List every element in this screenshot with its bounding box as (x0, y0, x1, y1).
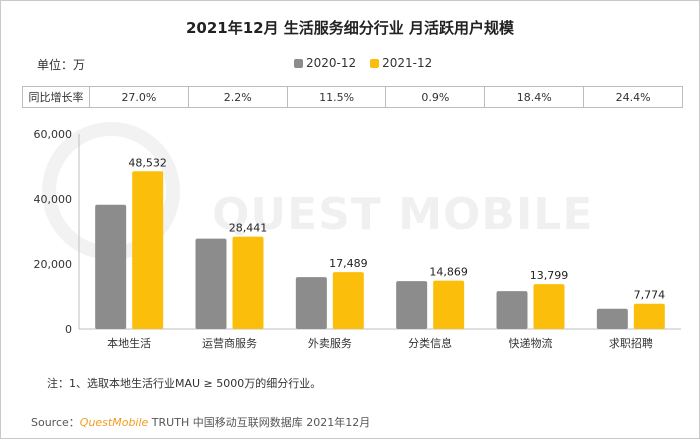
bar-2020 (396, 281, 428, 329)
legend-label-2021: 2021-12 (382, 56, 433, 70)
x-tick-label: 本地生活 (107, 336, 151, 350)
x-tick-label: 分类信息 (408, 336, 452, 350)
x-tick-label: 快递物流 (509, 336, 553, 350)
bar-2020 (496, 291, 528, 329)
data-label-2021: 14,869 (429, 266, 468, 279)
data-label-2021: 17,489 (329, 257, 368, 270)
data-label-2021: 28,441 (229, 222, 268, 235)
legend: 2020-12 2021-12 (294, 56, 440, 70)
chart-title: 2021年12月 生活服务细分行业 月活跃用户规模 (185, 19, 515, 37)
bar-2020 (195, 238, 227, 329)
bar-2021 (132, 171, 164, 329)
bar-2021 (433, 280, 465, 329)
y-tick-label: 60,000 (34, 128, 73, 141)
legend-swatch-2021 (370, 58, 380, 68)
x-tick-label: 运营商服务 (202, 336, 257, 350)
y-tick-label: 20,000 (34, 258, 73, 271)
watermark-text: QUEST MOBILE (212, 189, 593, 240)
legend-entry-2020: 2020-12 (294, 56, 356, 70)
growth-rate-row: 同比增长率 27.0% 2.2% 11.5% 0.9% 18.4% 24.4% (22, 86, 683, 108)
bar-2020 (596, 308, 628, 329)
data-label-2021: 48,532 (128, 156, 167, 169)
growth-rate-table: 同比增长率 27.0% 2.2% 11.5% 0.9% 18.4% 24.4% (22, 86, 683, 108)
growth-row-label: 同比增长率 (22, 86, 90, 108)
growth-rate-cell: 0.9% (385, 86, 486, 108)
bar-2020 (95, 204, 127, 329)
x-tick-label: 求职招聘 (609, 336, 653, 350)
source-rest: TRUTH 中国移动互联网数据库 2021年12月 (148, 416, 371, 429)
x-tick-label: 外卖服务 (308, 337, 352, 350)
footnote: 注：1、选取本地生活行业MAU ≥ 5000万的细分行业。 (47, 377, 322, 390)
legend-entry-2021: 2021-12 (370, 56, 432, 70)
data-label-2021: 7,774 (634, 289, 666, 302)
growth-rate-cell: 24.4% (583, 86, 683, 108)
bar-2020 (295, 277, 327, 329)
legend-swatch-2020 (294, 58, 303, 68)
growth-rate-cell: 18.4% (484, 86, 585, 108)
legend-label-2020: 2020-12 (306, 56, 357, 70)
bar-2021 (633, 303, 665, 329)
source-prefix: Source： (31, 416, 80, 429)
data-label-2021: 13,799 (530, 269, 569, 282)
bar-2021 (332, 272, 364, 329)
y-tick-label: 0 (65, 323, 72, 336)
bar-2021 (533, 284, 565, 329)
growth-rate-cell: 2.2% (187, 86, 288, 108)
bar-2021 (232, 236, 264, 329)
source-line: Source：QuestMobile TRUTH 中国移动互联网数据库 2021… (31, 414, 370, 430)
unit-label: 单位：万 (37, 58, 86, 72)
source-brand: QuestMobile (79, 416, 149, 429)
y-tick-label: 40,000 (34, 193, 73, 206)
